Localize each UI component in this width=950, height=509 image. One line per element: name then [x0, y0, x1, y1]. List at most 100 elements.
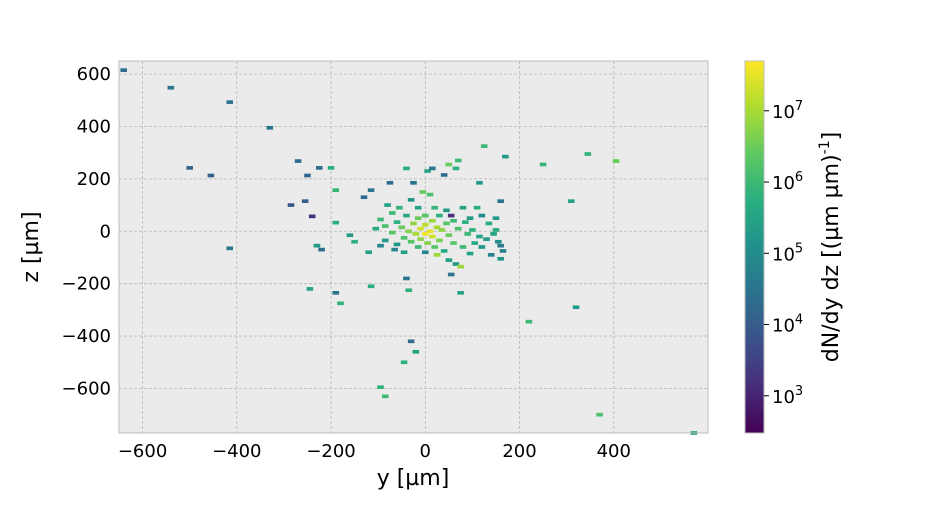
heatmap-bin	[403, 213, 410, 218]
heatmap-bin	[450, 218, 457, 223]
y-axis-label: z [µm]	[19, 211, 44, 282]
heatmap-bin	[433, 225, 441, 230]
x-tick-label: 400	[597, 441, 631, 462]
heatmap-bin	[400, 250, 408, 255]
heatmap-bin	[450, 241, 457, 245]
heatmap-bin	[226, 246, 234, 251]
heatmap-bin	[419, 190, 427, 194]
heatmap-bin	[405, 288, 413, 293]
x-tick-labels: −600 −400 −200 0 200 400	[118, 441, 631, 462]
heatmap-bin	[393, 220, 401, 224]
heatmap-bin	[396, 205, 403, 210]
heatmap-bin	[304, 173, 311, 178]
heatmap-bin	[346, 233, 354, 238]
heatmap-bin	[186, 166, 193, 170]
heatmap-bin	[412, 232, 420, 236]
heatmap-bin	[429, 218, 436, 223]
heatmap-bin	[459, 245, 467, 249]
heatmap-bin	[327, 166, 335, 170]
heatmap-bin	[476, 180, 483, 185]
heatmap-bin	[412, 349, 420, 354]
heatmap-bin	[497, 199, 504, 203]
colorbar-tick-label: 106	[772, 170, 803, 194]
heatmap-bin	[572, 305, 580, 310]
heatmap-bin	[403, 276, 410, 281]
heatmap-bin	[318, 247, 325, 252]
y-tick-label: 600	[77, 64, 111, 85]
heatmap-bin	[384, 203, 391, 207]
heatmap-bin	[403, 166, 410, 171]
colorbar-ticks: 103 104 105 106 107	[764, 99, 803, 408]
x-tick-label: −400	[212, 441, 261, 462]
heatmap-bin	[421, 232, 429, 236]
heatmap-bin	[454, 158, 462, 163]
heatmap-bin	[426, 192, 434, 197]
heatmap-bin	[443, 208, 450, 213]
heatmap-bin	[226, 100, 234, 104]
heatmap-bin	[469, 228, 476, 232]
heatmap-bin	[612, 159, 620, 163]
heatmap-bin	[120, 68, 128, 73]
heatmap-bin	[495, 239, 502, 244]
heatmap-bin	[596, 412, 603, 417]
heatmap-bin	[414, 216, 422, 221]
heatmap-bin	[478, 213, 486, 218]
heatmap-bin	[388, 211, 396, 215]
heatmap-bin	[447, 213, 455, 218]
heatmap-bin	[301, 199, 309, 203]
heatmap-bin	[457, 291, 464, 295]
colorbar-label-close: ]	[819, 132, 844, 141]
heatmap-bin	[426, 229, 434, 234]
colorbar-label: dN/dy dz [(µm µm)-1]	[817, 132, 844, 362]
heatmap-bin	[424, 241, 431, 245]
heatmap-bin	[525, 319, 533, 324]
heatmap-bin	[377, 385, 384, 389]
heatmap-bin	[266, 125, 274, 130]
heatmap-bin	[294, 159, 302, 163]
heatmap-bin	[487, 253, 495, 257]
x-tick-label: −600	[118, 441, 167, 462]
heatmap-bin	[367, 284, 375, 289]
heatmap-bin	[377, 243, 384, 248]
heatmap-bin	[476, 234, 483, 239]
heatmap-bin	[337, 301, 344, 306]
heatmap-bin	[287, 203, 295, 207]
y-tick-label: −600	[62, 378, 111, 399]
heatmap-bin	[313, 243, 321, 248]
heatmap-bin	[443, 221, 450, 226]
heatmap-bin	[452, 262, 460, 266]
x-tick-label: 0	[420, 441, 431, 462]
y-tick-label: −200	[62, 274, 111, 295]
heatmap-bin	[332, 188, 340, 192]
heatmap-bin	[478, 245, 486, 249]
heatmap-bin	[400, 360, 408, 365]
heatmap-bin	[421, 213, 429, 218]
heatmap-bin	[459, 205, 467, 210]
heatmap-bin	[436, 213, 443, 218]
heatmap-bin	[381, 394, 389, 399]
y-tick-label: 0	[100, 221, 111, 242]
heatmap-bin	[377, 217, 384, 222]
heatmap-bin	[431, 205, 439, 210]
heatmap-bin	[457, 264, 464, 269]
heatmap-bin	[429, 234, 436, 239]
heatmap-bin	[308, 214, 316, 219]
heatmap-bin	[584, 152, 592, 156]
heatmap-bin	[480, 144, 488, 148]
heatmap-bin	[445, 258, 453, 262]
heatmap-bin	[445, 233, 453, 238]
heatmap-bin	[466, 216, 474, 221]
heatmap-bin	[332, 220, 340, 225]
heatmap-bins	[120, 68, 698, 435]
heatmap-bin	[539, 162, 547, 167]
heatmap-bin	[473, 205, 481, 210]
heatmap-bin	[372, 226, 380, 231]
colorbar-tick-label: 107	[772, 99, 803, 123]
heatmap-bin	[421, 250, 429, 255]
heatmap-bin	[497, 243, 504, 248]
heatmap-bin	[410, 221, 417, 226]
colorbar-label-superscript: -1	[817, 140, 833, 154]
heatmap-bin	[386, 180, 394, 185]
heatmap-bin	[360, 195, 368, 200]
heatmap-bin	[424, 169, 431, 173]
